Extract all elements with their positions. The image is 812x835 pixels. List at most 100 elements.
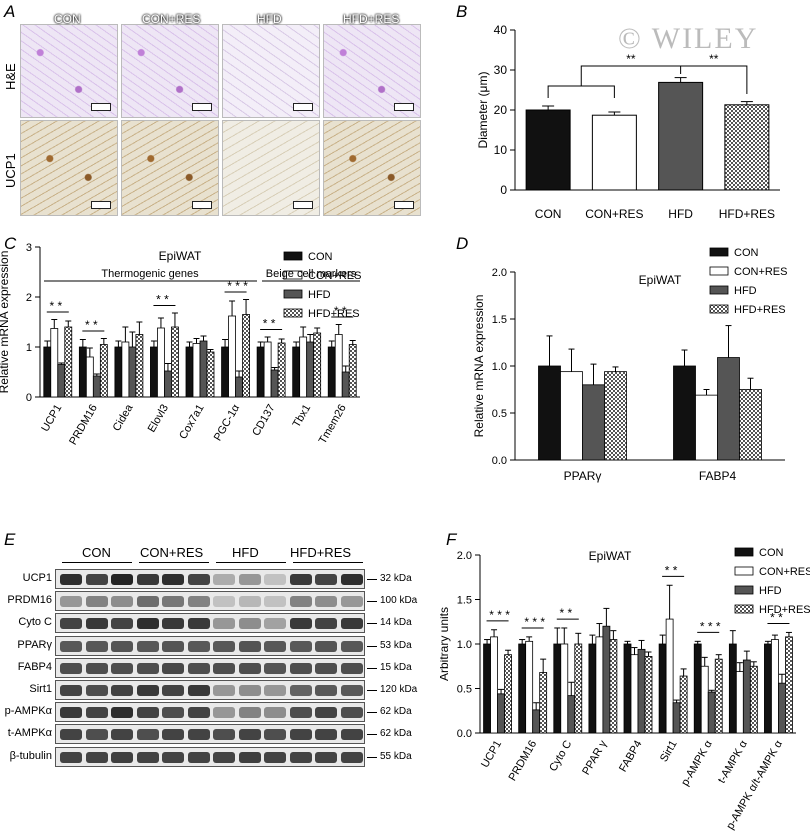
bar-con <box>553 643 562 734</box>
group-label-thermogenic: Thermogenic genes <box>101 268 199 280</box>
blot-protein-label: Sirt1 <box>29 683 52 695</box>
chart-c-thermogenic-genes: 0 1 2 3 Relative mRNA expression EpiWAT UCP1 PR… <box>0 242 362 447</box>
kda-label: 14 kDa <box>380 617 412 629</box>
blot-band <box>213 574 235 585</box>
bar-hfd-res <box>242 314 250 398</box>
kda-marker-tick <box>367 579 377 580</box>
bar-hfd-res <box>135 334 144 398</box>
bar-con <box>483 643 491 734</box>
y-tick-label: 1.0 <box>492 361 507 373</box>
histology-image-ucp1-hfd <box>222 120 320 216</box>
bar-hfd <box>57 364 66 398</box>
y-tick-label: 20 <box>494 103 508 117</box>
kda-label: 55 kDa <box>380 750 412 762</box>
y-tick-label: 0 <box>26 392 32 404</box>
blot-band <box>85 574 108 585</box>
blot-band <box>162 751 184 763</box>
bar-con <box>185 346 194 398</box>
y-tick-label: 2.0 <box>457 550 472 562</box>
bar-hfd-res <box>785 636 793 734</box>
bar-hfd <box>707 691 716 734</box>
bar-con-res <box>630 654 639 734</box>
histology-image-ucp1-hfd-res <box>323 120 421 216</box>
blot-band <box>289 729 312 741</box>
significance-label: * <box>700 619 705 633</box>
blot-band <box>340 596 363 608</box>
chart-d-ppar-fabp4: 0.0 0.5 1.0 1.5 2.0 Relative mRNA expression E… <box>472 247 788 483</box>
blot-band <box>136 685 159 696</box>
blot-protein-label: Cyto C <box>18 616 52 629</box>
legend-swatch <box>734 566 754 576</box>
bar-hfd <box>582 384 605 461</box>
blot-band <box>238 574 261 585</box>
kda-marker-tick <box>367 623 377 625</box>
bar-hfd <box>658 81 704 191</box>
blot-band <box>264 707 286 719</box>
bar-con <box>43 346 52 398</box>
blot-band <box>340 729 363 741</box>
y-tick-label: 10 <box>494 143 508 157</box>
chart-title: EpiWAT <box>639 273 682 287</box>
blot-band <box>315 662 337 674</box>
y-axis-label: Arbitrary units <box>440 607 451 681</box>
bar-hfd-res <box>206 351 215 398</box>
significance-label: * <box>559 606 564 620</box>
bar-con <box>525 109 571 191</box>
blot-band <box>213 662 235 674</box>
blot-band <box>238 685 261 696</box>
bar-con <box>292 346 301 398</box>
bar-con <box>538 365 561 461</box>
blot-band <box>238 751 261 763</box>
significance-label: * <box>164 293 169 307</box>
blot-band <box>60 574 82 585</box>
kda-label: 15 kDa <box>380 661 412 673</box>
histology-image-he-hfd <box>222 24 320 118</box>
bar-con-res <box>157 327 165 398</box>
legend-label: CON <box>734 247 759 259</box>
blot-row <box>55 680 365 700</box>
blot-protein-label: PPARγ <box>17 638 52 651</box>
x-tick-label: Cox7a1 <box>177 403 206 442</box>
blot-band <box>111 640 133 652</box>
legend-swatch <box>709 304 729 314</box>
bar-hfd <box>567 695 576 734</box>
histology-image-ucp1-con <box>20 120 118 216</box>
blot-group-line <box>293 562 363 563</box>
blot-band <box>162 707 184 719</box>
blot-band <box>289 707 312 719</box>
wiley-watermark: © WILEY <box>618 22 759 55</box>
bar-hfd <box>306 341 315 398</box>
chart-b-diameter: 0 10 20 30 40 Diameter (μm) CON CON+RES HFD HFD+R… <box>476 23 780 221</box>
bar-con-res <box>121 341 130 398</box>
blot-band <box>315 751 337 763</box>
panel-label-b: B <box>456 2 468 21</box>
y-tick-label: 2.0 <box>492 267 507 279</box>
blot-band <box>136 574 159 585</box>
blot-band <box>340 707 363 719</box>
bar-con <box>78 346 87 398</box>
bar-con-res <box>700 665 709 734</box>
column-title-con-res: CON+RES <box>142 12 201 26</box>
blot-band <box>60 618 82 630</box>
chart-title: EpiWAT <box>589 549 632 563</box>
blot-band <box>136 729 159 741</box>
bar-con-res <box>525 640 534 734</box>
scale-bar <box>394 103 414 111</box>
group-label-beige: Beige cell markers <box>266 268 357 280</box>
bar-hfd-res <box>171 326 179 398</box>
significance-label: * <box>235 279 240 293</box>
blot-band <box>289 574 312 585</box>
blot-band <box>213 685 235 696</box>
blot-band <box>187 751 210 763</box>
blot-band <box>187 707 210 719</box>
x-tick-label: UCP1 <box>39 403 64 434</box>
bar-hfd-res <box>724 104 770 191</box>
bar-hfd-res <box>644 656 653 734</box>
blot-band <box>85 640 108 652</box>
blot-band <box>289 640 312 652</box>
blot-band <box>111 662 133 674</box>
bracket-hfd-res <box>680 65 748 94</box>
blot-band <box>60 751 82 763</box>
legend-label: CON+RES <box>759 566 810 578</box>
kda-label: 120 kDa <box>380 684 418 695</box>
